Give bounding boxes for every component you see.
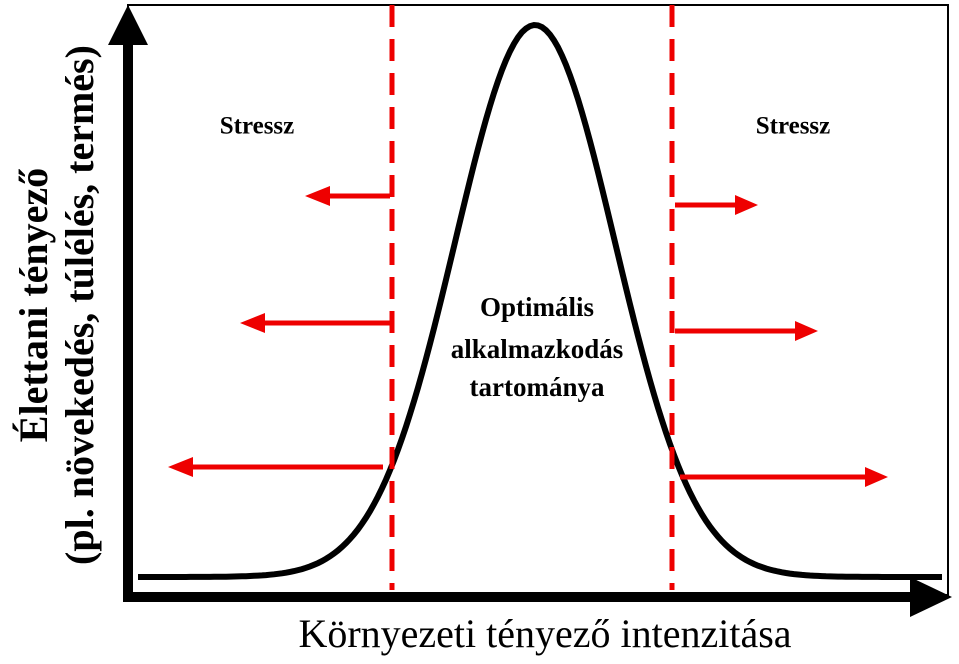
- arrowhead: [240, 313, 265, 333]
- y-axis-label: (pl. növekedés, túlélés, termés): [57, 45, 102, 565]
- stress-label: Stressz: [220, 113, 295, 140]
- arrowhead: [168, 457, 193, 477]
- x-axis-label: Környezeti tényező intenzitása: [298, 611, 791, 656]
- arrows: [168, 186, 888, 487]
- arrowhead: [305, 186, 330, 206]
- y-axis-label: Élettani tényező: [11, 168, 56, 442]
- x-axis-arrowhead: [910, 577, 952, 617]
- arrowhead: [795, 321, 818, 341]
- stress-label: Stressz: [756, 113, 831, 140]
- optimal-label: tartománya: [470, 372, 605, 402]
- y-axis-arrowhead: [108, 5, 148, 45]
- arrowhead: [735, 195, 758, 215]
- tolerance-curve: [138, 21, 942, 580]
- optimal-label: alkalmazkodás: [451, 334, 624, 364]
- arrowhead: [865, 467, 888, 487]
- optimal-label: Optimális: [480, 292, 594, 322]
